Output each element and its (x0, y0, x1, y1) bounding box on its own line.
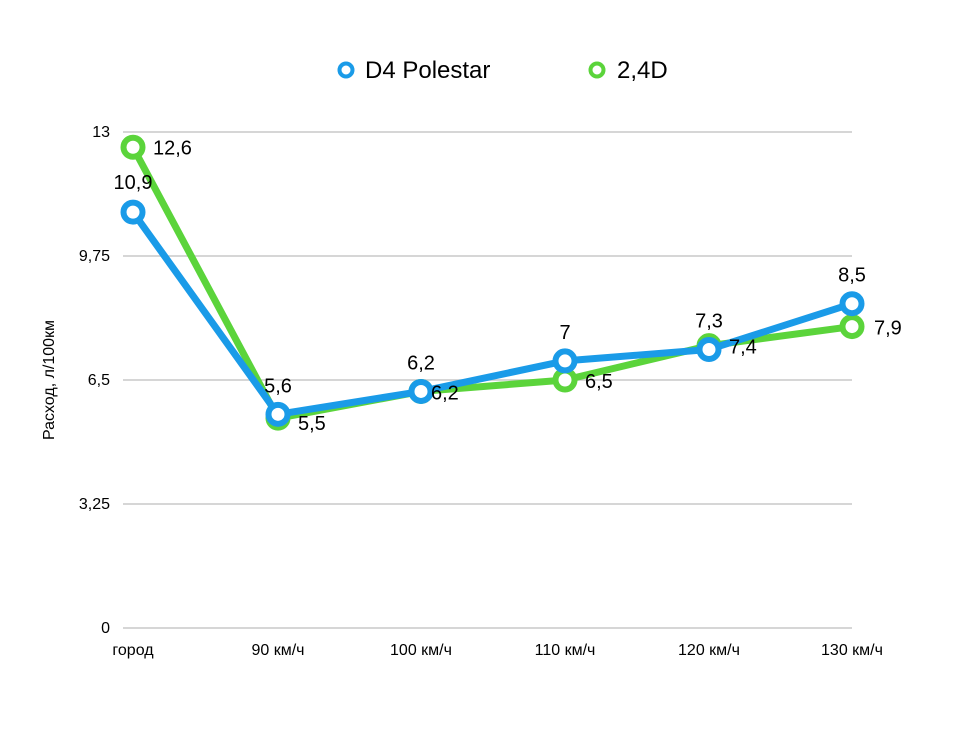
legend-label: 2,4D (617, 57, 668, 84)
data-label: 10,9 (114, 172, 153, 194)
data-point (696, 336, 722, 362)
data-label: 7,4 (729, 337, 757, 359)
x-tick-label: 90 км/ч (251, 642, 304, 659)
x-tick-label: 100 км/ч (390, 642, 452, 659)
y-tick-label: 13 (92, 124, 110, 141)
y-tick-label: 9,75 (79, 248, 110, 265)
data-label: 5,5 (298, 413, 326, 435)
y-axis-ticks: 0 3,25 6,5 9,75 13 (79, 124, 110, 637)
data-label: 12,6 (153, 137, 192, 159)
legend-marker (337, 61, 355, 79)
data-label: 6,5 (585, 371, 613, 393)
x-axis-ticks: город 90 км/ч 100 км/ч 110 км/ч 120 км/ч 130 … (112, 642, 883, 659)
data-point (120, 134, 146, 160)
data-label: 7,3 (695, 310, 723, 332)
data-label: 8,5 (838, 265, 866, 287)
x-tick-label: город (112, 642, 154, 659)
data-label: 5,6 (264, 375, 292, 397)
data-point (552, 348, 578, 374)
data-point (839, 314, 865, 340)
data-point (120, 199, 146, 225)
data-point (265, 401, 291, 427)
legend: D4 Polestar 2,4D (337, 57, 668, 84)
legend-label: D4 Polestar (365, 57, 490, 84)
data-labels: 10,9 5,6 6,2 7 7,3 8,5 12,6 5,5 6,2 6,5 7,4 7,9 (114, 137, 902, 435)
data-label: 7,9 (874, 318, 902, 340)
data-point (839, 291, 865, 317)
x-tick-label: 110 км/ч (535, 642, 596, 659)
data-point (408, 378, 434, 404)
y-tick-label: 6,5 (88, 372, 110, 389)
data-label: 7 (559, 322, 570, 344)
data-label: 6,2 (407, 352, 435, 374)
data-label: 6,2 (431, 382, 459, 404)
y-tick-label: 0 (101, 620, 110, 637)
legend-marker (588, 61, 606, 79)
y-tick-label: 3,25 (79, 496, 110, 513)
x-tick-label: 130 км/ч (821, 642, 883, 659)
x-tick-label: 120 км/ч (678, 642, 740, 659)
series (120, 134, 865, 431)
series-line (129, 208, 856, 418)
y-axis-title: Расход, л/100км (41, 320, 58, 440)
